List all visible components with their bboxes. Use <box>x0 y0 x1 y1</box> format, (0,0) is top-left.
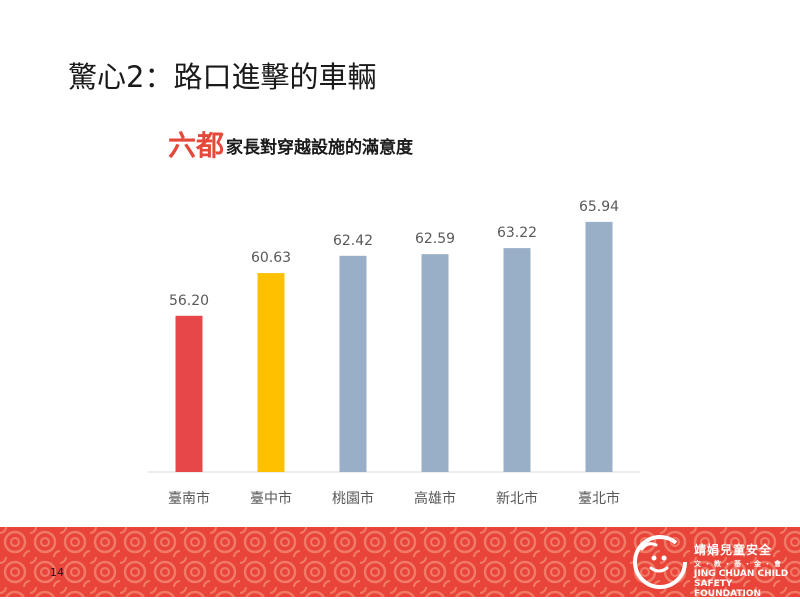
chart-title-text: 家長對穿越設施的滿意度 <box>226 138 414 158</box>
data-label-6: 65.94 <box>579 199 619 215</box>
logo-text: 靖娟兒童安全 文・教・基・金・會 JING CHUAN CHILD SAFETY… <box>694 541 800 599</box>
bar-6 <box>585 221 613 472</box>
logo-name-en-2: SAFETY FOUNDATION <box>694 579 762 599</box>
slide-title: 驚心2：路口進擊的車輛 <box>68 60 377 94</box>
logo-subtitle: 文・教・基・金・會 <box>694 560 784 568</box>
data-label-1: 56.20 <box>169 293 209 309</box>
logo-name-en-1: JING CHUAN CHILD <box>694 569 789 579</box>
data-label-2: 60.63 <box>251 250 291 266</box>
logo-name-cn: 靖娟兒童安全 <box>694 543 773 557</box>
x-tick-label-2: 臺中市 <box>250 490 292 507</box>
bar-chart: 56.20 臺南市 60.63 臺中市 62.42 桃園市 62.59 高雄市 63.22 新北市… <box>148 199 640 507</box>
bar-4 <box>421 254 449 472</box>
bar-2 <box>257 273 285 472</box>
page-number: 14 <box>50 566 64 579</box>
data-label-4: 62.59 <box>415 231 455 247</box>
chart-title: 六都 家長對穿越設施的滿意度 <box>168 132 413 160</box>
x-tick-label-3: 桃園市 <box>332 490 374 507</box>
chart-title-highlight: 六都 <box>168 129 225 162</box>
x-tick-label-5: 新北市 <box>496 490 538 507</box>
data-label-5: 63.22 <box>497 225 537 241</box>
x-tick-label-6: 臺北市 <box>578 490 620 507</box>
bar-5 <box>503 248 531 472</box>
data-label-3: 62.42 <box>333 233 373 249</box>
bar-1 <box>175 315 203 472</box>
foundation-logo <box>633 535 687 589</box>
x-tick-label-4: 高雄市 <box>414 490 456 507</box>
x-tick-label-1: 臺南市 <box>168 490 210 507</box>
bar-3 <box>339 255 367 472</box>
